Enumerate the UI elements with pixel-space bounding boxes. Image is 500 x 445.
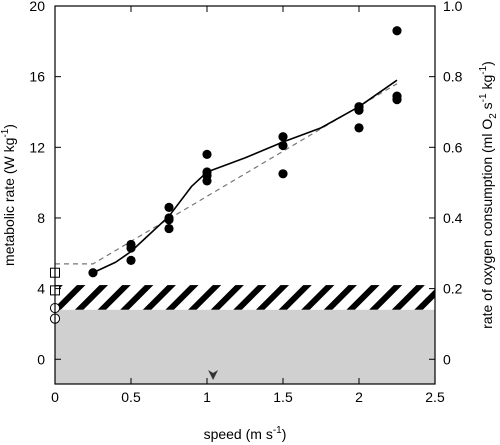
y2-tick-label: 0.6 xyxy=(443,139,463,155)
fit-lines xyxy=(55,79,398,274)
data-points xyxy=(49,26,402,324)
x-tick-label: 2 xyxy=(355,389,363,405)
y-axis-ticks: 0 4 8 12 16 20 xyxy=(29,0,61,367)
x-tick-label: 1.5 xyxy=(273,389,293,405)
arrowhead xyxy=(208,370,219,380)
y-tick-label: 12 xyxy=(29,139,45,155)
background-bands xyxy=(55,285,435,384)
data-point xyxy=(164,213,174,223)
x-tick-label: 0.5 xyxy=(121,389,141,405)
y-axis-title: metabolic rate (W kg-1) xyxy=(0,124,17,266)
y2-axis-ticks: 0 0.2 0.4 0.6 0.8 1.0 xyxy=(429,0,463,367)
data-point xyxy=(278,169,288,179)
data-point xyxy=(278,132,288,142)
y-tick-label: 8 xyxy=(37,210,45,226)
data-point xyxy=(88,268,98,278)
data-point xyxy=(354,123,364,133)
data-point xyxy=(278,140,288,151)
y2-tick-label: 0.4 xyxy=(443,210,463,226)
x-tick-label: 1 xyxy=(203,389,211,405)
dashed-fit-line xyxy=(55,83,398,265)
plot-frame xyxy=(54,5,436,385)
solid-fit-curve xyxy=(92,79,398,274)
y2-tick-label: 0.2 xyxy=(443,281,463,297)
data-point xyxy=(164,223,174,234)
speed-marker-arrow xyxy=(208,370,219,380)
data-point xyxy=(202,167,212,177)
data-point xyxy=(392,26,402,36)
x-axis-ticks: 0 0.5 1 1.5 2 2.5 xyxy=(51,6,445,405)
gray-band xyxy=(55,309,435,384)
data-point xyxy=(202,149,212,159)
y2-tick-label: 0 xyxy=(443,351,451,367)
data-point xyxy=(354,102,364,112)
y2-axis-title: rate of oxygen consumption (ml O2 s-1 kg… xyxy=(478,61,499,329)
y2-tick-label: 1.0 xyxy=(443,0,463,14)
x-tick-label: 2.5 xyxy=(425,389,445,405)
x-tick-label: 0 xyxy=(51,389,59,405)
data-point xyxy=(392,91,402,101)
x-axis-title: speed (m s-1) xyxy=(204,425,287,442)
y-tick-label: 4 xyxy=(37,281,45,297)
data-point xyxy=(126,239,136,250)
y-tick-label: 16 xyxy=(29,69,45,85)
hatched-band xyxy=(55,285,435,310)
data-point xyxy=(164,202,174,212)
y-tick-label: 20 xyxy=(29,0,45,14)
data-point xyxy=(126,255,136,265)
y-tick-label: 0 xyxy=(37,351,45,367)
y2-tick-label: 0.8 xyxy=(443,69,463,85)
